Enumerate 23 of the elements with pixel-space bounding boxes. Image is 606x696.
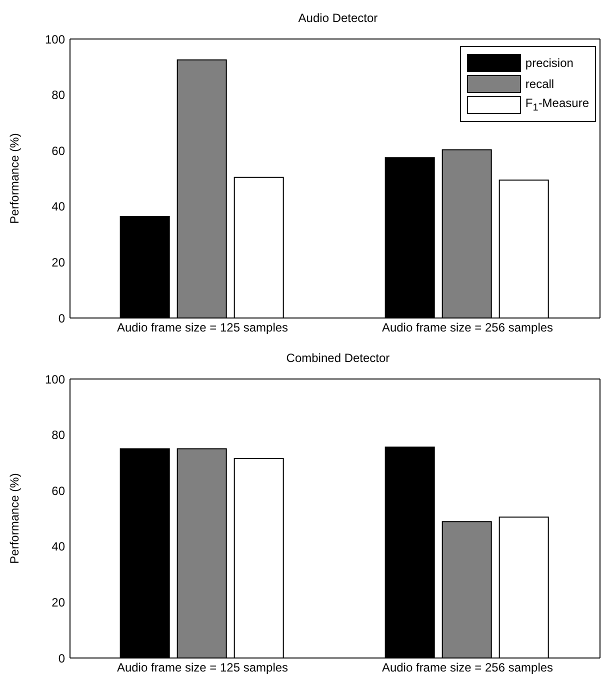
y-tick-label: 80 bbox=[52, 428, 66, 442]
y-tick-label: 100 bbox=[44, 32, 66, 46]
y-axis-title: Performance (%) bbox=[7, 473, 22, 564]
x-tick-label: Audio frame size = 125 samples bbox=[116, 660, 288, 675]
x-tick-label: Audio frame size = 125 samples bbox=[116, 320, 288, 335]
legend-label: precision bbox=[525, 56, 574, 70]
x-tick-label: Audio frame size = 256 samples bbox=[382, 660, 554, 675]
y-tick-label: 0 bbox=[58, 651, 66, 666]
chart-title: Combined Detector bbox=[285, 350, 391, 367]
y-axis-title: Performance (%) bbox=[7, 133, 22, 224]
y-tick-label: 60 bbox=[52, 144, 66, 158]
y-tick-label: 40 bbox=[52, 200, 66, 214]
y-tick-label: 60 bbox=[52, 484, 66, 498]
x-tick-label: Audio frame size = 256 samples bbox=[382, 320, 554, 335]
y-tick-label: 100 bbox=[44, 372, 66, 386]
y-tick-label: 20 bbox=[52, 255, 66, 270]
y-tick-label: 20 bbox=[52, 595, 66, 610]
y-tick-label: 40 bbox=[52, 540, 66, 554]
y-tick-label: 0 bbox=[58, 311, 66, 326]
chart-title: Audio Detector bbox=[297, 10, 379, 27]
legend-label: F$_{1}$-Measure bbox=[525, 96, 589, 114]
legend-label: recall bbox=[525, 77, 554, 91]
y-tick-label: 80 bbox=[52, 88, 66, 102]
